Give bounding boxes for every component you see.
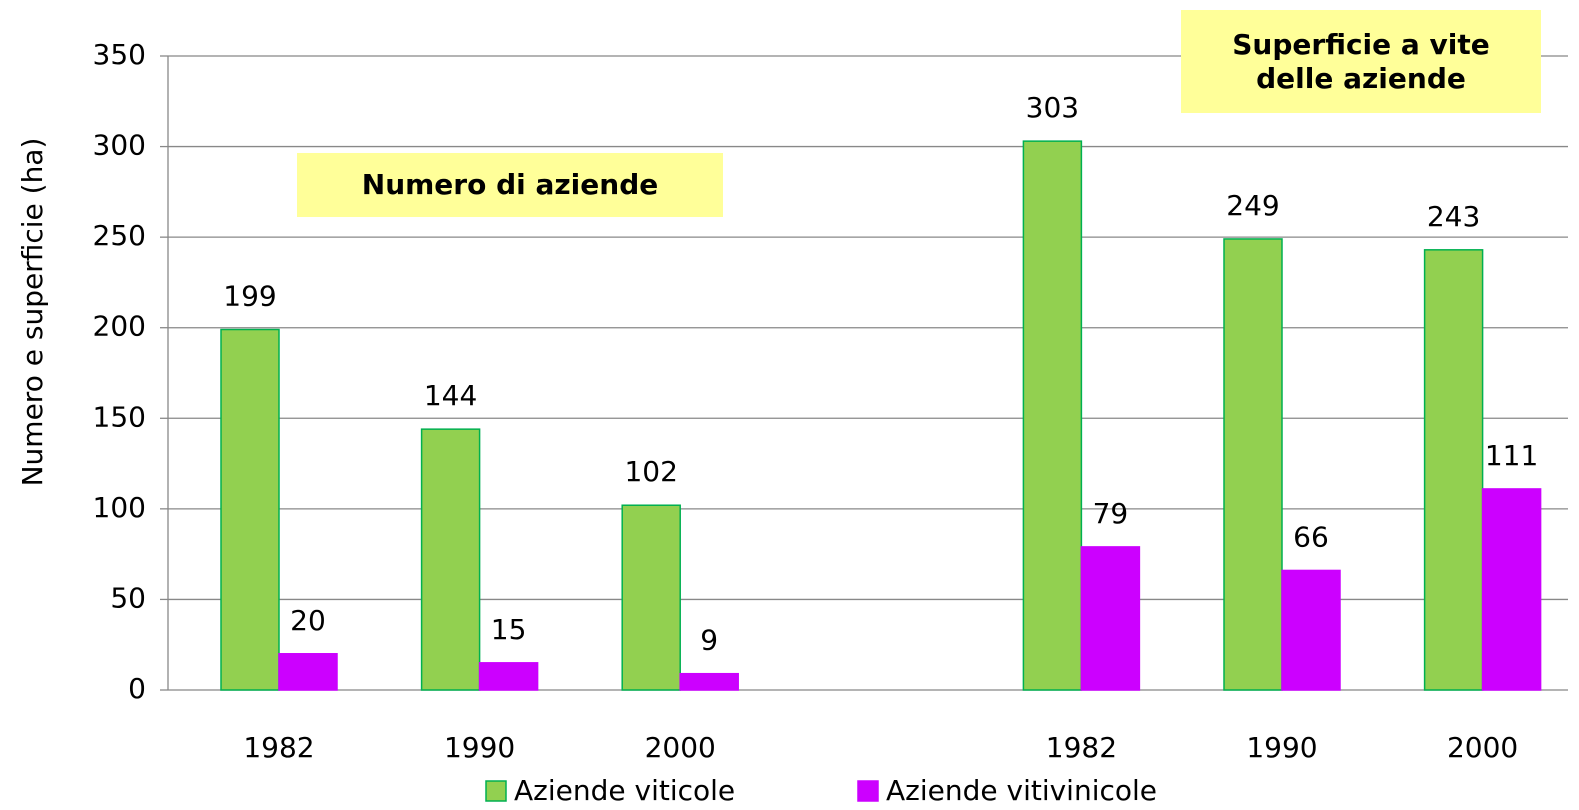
legend-label: Aziende viticole (514, 774, 735, 807)
annotation: Numero di aziende (297, 153, 723, 217)
value-label: 144 (424, 379, 477, 412)
bar (420, 428, 481, 691)
value-label: 199 (223, 280, 276, 313)
y-tick-label: 300 (93, 129, 146, 162)
value-label: 79 (1093, 497, 1129, 530)
y-tick-label: 350 (93, 38, 146, 71)
bar (1022, 140, 1083, 691)
bar (278, 653, 338, 691)
y-tick-label: 200 (93, 310, 146, 343)
y-tick-label: 100 (93, 491, 146, 524)
x-tick-label: 1990 (444, 731, 515, 764)
bar (1423, 249, 1484, 691)
y-axis-label: Numero e superficie (ha) (16, 138, 49, 487)
value-label: 20 (290, 604, 326, 637)
bar (1481, 488, 1542, 691)
value-label: 15 (491, 613, 527, 646)
bar (1223, 238, 1283, 691)
value-label: 66 (1293, 520, 1329, 553)
bar (1080, 546, 1141, 691)
x-tick-label: 1990 (1246, 731, 1317, 764)
bar (478, 662, 539, 691)
x-tick-label: 1982 (243, 731, 314, 764)
value-label: 243 (1427, 200, 1480, 233)
value-label: 102 (624, 455, 677, 488)
annotation: Superficie a vite delle aziende (1181, 10, 1541, 113)
value-label: 303 (1026, 91, 1079, 124)
bar (220, 328, 280, 691)
x-tick-label: 1982 (1046, 731, 1117, 764)
y-tick-label: 250 (93, 219, 146, 252)
legend-label: Aziende vitivinicole (886, 774, 1157, 807)
value-label: 111 (1485, 439, 1538, 472)
y-tick-label: 50 (110, 581, 146, 614)
bar (621, 504, 681, 691)
y-tick-label: 150 (93, 400, 146, 433)
x-tick-label: 2000 (645, 731, 716, 764)
value-label: 9 (700, 624, 718, 657)
legend-swatch (857, 780, 879, 802)
bar (679, 672, 739, 691)
x-tick-label: 2000 (1447, 731, 1518, 764)
legend-swatch (485, 780, 507, 802)
bar (1281, 569, 1341, 691)
value-label: 249 (1226, 189, 1279, 222)
y-tick-label: 0 (128, 672, 146, 705)
